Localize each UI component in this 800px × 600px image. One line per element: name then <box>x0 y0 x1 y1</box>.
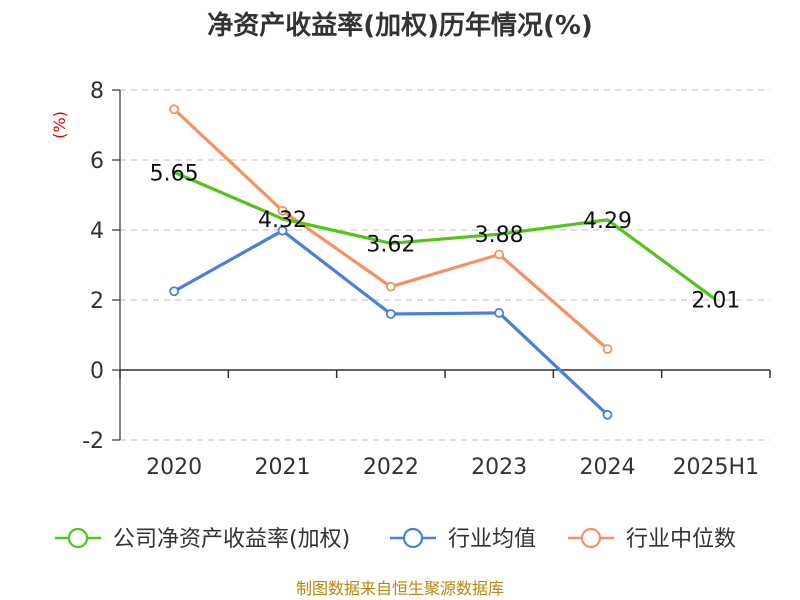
legend: 公司净资产收益率(加权) 行业均值 行业中位数 <box>55 527 736 552</box>
x-tick-label: 2020 <box>146 455 202 480</box>
data-point <box>385 309 396 319</box>
data-label: 3.62 <box>366 232 415 257</box>
y-axis-unit-label: (%) <box>50 111 69 139</box>
y-tick-label: 0 <box>90 359 104 384</box>
legend-label: 行业中位数 <box>626 527 736 552</box>
data-point <box>277 225 288 236</box>
x-tick-label: 2023 <box>471 455 527 480</box>
data-label: 4.32 <box>258 208 307 233</box>
grid <box>120 89 770 441</box>
data-point <box>169 104 180 115</box>
legend-label: 公司净资产收益率(加权) <box>113 527 350 552</box>
x-tick-label: 2022 <box>363 455 419 480</box>
data-label: 2.01 <box>691 289 740 314</box>
data-label: 4.29 <box>583 209 632 234</box>
y-tick-label: -2 <box>82 429 104 454</box>
legend-swatch-marker <box>580 527 602 549</box>
series-line-0 <box>173 170 717 301</box>
data-point <box>602 344 613 354</box>
series-lines <box>169 104 717 420</box>
axes: -2 0 2 4 6 8 2020 2021 2022 2023 2024 2025H1 <box>82 79 771 480</box>
x-tick-label: 2021 <box>255 455 311 480</box>
y-tick-label: 6 <box>90 149 104 174</box>
y-tick-label: 4 <box>90 219 104 244</box>
legend-label: 行业均值 <box>448 527 536 552</box>
data-labels: 5.65 4.32 3.62 3.88 4.29 2.01 <box>150 161 741 313</box>
series-line-1 <box>173 229 609 416</box>
x-tick-label: 2024 <box>580 455 636 480</box>
data-label: 5.65 <box>150 161 199 186</box>
x-tick-label: 2025H1 <box>673 455 760 480</box>
source-note: 制图数据来自恒生聚源数据库 <box>296 579 504 598</box>
y-tick-label: 8 <box>90 79 104 104</box>
data-point <box>385 281 396 292</box>
legend-swatch-marker <box>67 527 89 549</box>
chart-title: 净资产收益率(加权)历年情况(%) <box>207 10 593 41</box>
data-point <box>494 308 505 318</box>
data-label: 3.88 <box>475 223 524 248</box>
data-point <box>494 249 505 260</box>
data-point <box>169 286 180 297</box>
data-point <box>602 409 613 420</box>
legend-swatch-marker <box>402 527 424 549</box>
data-point <box>277 205 288 216</box>
y-tick-label: 2 <box>90 289 104 314</box>
